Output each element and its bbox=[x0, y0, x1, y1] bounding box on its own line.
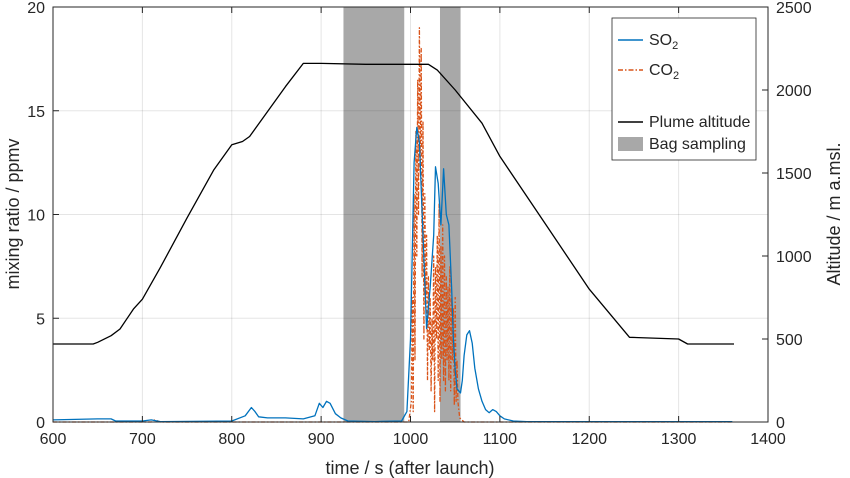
y-right-tick-label: 0 bbox=[776, 415, 785, 432]
ticks: 600 700 800 900 1000 1100 1200 1300 140005101520… bbox=[27, 0, 811, 448]
y-right-tick-label: 1500 bbox=[776, 166, 812, 183]
series-line-co2 bbox=[53, 27, 733, 423]
y-right-tick-label: 2500 bbox=[776, 0, 812, 17]
legend-altitude-label: Plume altitude bbox=[649, 114, 750, 131]
y-right-tick-label: 500 bbox=[776, 332, 803, 349]
x-tick-label: 600 bbox=[40, 431, 67, 448]
series-line-so2 bbox=[52, 126, 733, 423]
y-axis-left-label: mixing ratio / ppmv bbox=[3, 138, 23, 289]
legend: SO2 CO2 Plume altitude Bag sampling bbox=[611, 17, 757, 161]
legend-bag-label: Bag sampling bbox=[649, 136, 746, 153]
bag-sampling-window-1 bbox=[343, 7, 405, 422]
x-tick-label: 800 bbox=[218, 431, 245, 448]
series-layer bbox=[52, 27, 734, 423]
y-axis-right-label: Altitude / m a.msl. bbox=[824, 142, 844, 285]
y-left-tick-label: 0 bbox=[36, 415, 45, 432]
legend-box bbox=[611, 17, 757, 161]
x-tick-label: 900 bbox=[308, 431, 335, 448]
y-right-tick-label: 2000 bbox=[776, 83, 812, 100]
x-tick-label: 1000 bbox=[393, 431, 429, 448]
legend-bag-swatch bbox=[618, 137, 643, 151]
y-right-tick-label: 1000 bbox=[776, 249, 812, 266]
x-axis-label: time / s (after launch) bbox=[325, 458, 494, 478]
legend-co2-label: CO2 bbox=[649, 62, 679, 82]
y-left-tick-label: 15 bbox=[27, 104, 45, 121]
x-tick-label: 1200 bbox=[571, 431, 607, 448]
x-tick-label: 1100 bbox=[483, 431, 518, 448]
y-left-tick-label: 5 bbox=[36, 311, 45, 328]
y-left-tick-label: 20 bbox=[27, 0, 45, 17]
legend-so2-label: SO2 bbox=[649, 32, 678, 52]
series-line-plume-altitude bbox=[53, 62, 734, 345]
y-left-tick-label: 10 bbox=[27, 208, 45, 225]
bag-sampling-layer bbox=[343, 7, 461, 422]
x-tick-label: 700 bbox=[129, 431, 156, 448]
x-tick-label: 1300 bbox=[661, 431, 697, 448]
x-tick-label: 1400 bbox=[750, 431, 786, 448]
